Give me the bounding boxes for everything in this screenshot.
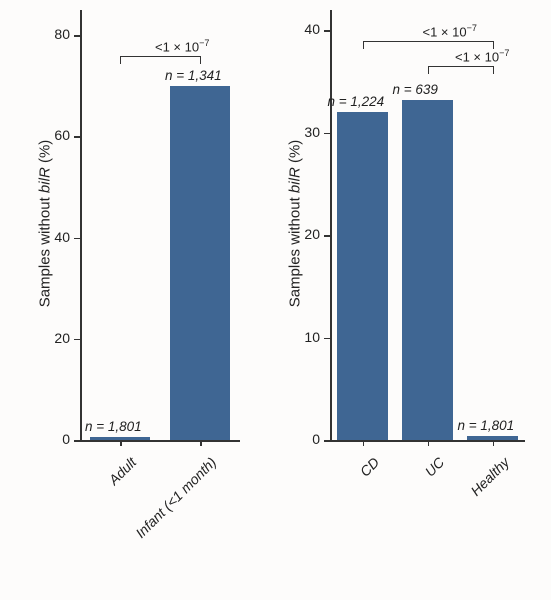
y-tick: [324, 338, 330, 340]
y-tick-label: 0: [285, 431, 320, 447]
x-tick-label: CD: [264, 454, 381, 571]
y-axis-line: [330, 10, 332, 440]
bar: [402, 100, 453, 440]
sig-bracket: [363, 41, 493, 42]
x-tick: [493, 440, 495, 446]
sig-bracket: [493, 66, 494, 74]
p-value-label: <1 × 10−7: [455, 48, 509, 64]
n-label: n = 1,224: [328, 94, 385, 109]
y-tick: [324, 30, 330, 32]
y-tick-label: 30: [285, 124, 320, 140]
sig-bracket: [363, 41, 364, 49]
y-tick: [324, 440, 330, 442]
x-tick-label: UC: [329, 454, 446, 571]
y-tick-label: 40: [285, 21, 320, 37]
x-tick: [363, 440, 365, 446]
p-value-label: <1 × 10−7: [423, 23, 477, 39]
x-tick: [428, 440, 430, 446]
y-tick-label: 10: [285, 329, 320, 345]
right-bar-chart: Samples without bilR (%) 0 10 20 30 40 CD n = …: [0, 0, 551, 600]
y-tick: [324, 235, 330, 237]
y-tick-label: 20: [285, 226, 320, 242]
sig-bracket: [428, 66, 429, 74]
x-tick-label: Healthy: [394, 454, 511, 571]
n-label: n = 639: [393, 82, 438, 97]
sig-bracket: [428, 66, 493, 67]
n-label: n = 1,801: [458, 418, 515, 433]
y-tick: [324, 133, 330, 135]
y-axis-label: Samples without bilR (%): [287, 124, 304, 324]
bar: [337, 112, 388, 440]
